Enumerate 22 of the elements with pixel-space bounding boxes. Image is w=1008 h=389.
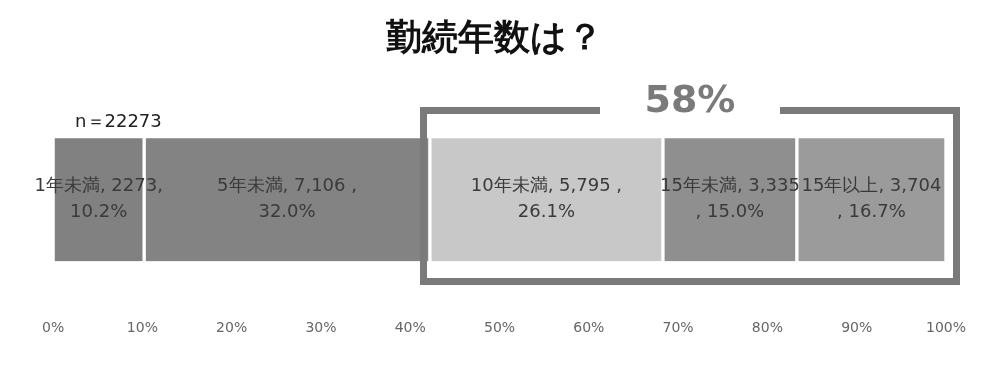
x-tick-label: 100%: [925, 319, 966, 336]
x-tick-label: 70%: [662, 319, 694, 336]
text: , 15.0%: [695, 200, 765, 222]
x-tick-label: 20%: [216, 319, 248, 336]
text: 10.2%: [70, 200, 128, 222]
x-tick-label: 30%: [305, 319, 337, 336]
text: , 16.7%: [837, 200, 906, 222]
text: 58%: [599, 76, 780, 121]
x-tick-label: 10%: [126, 319, 158, 336]
x-tick-label: 80%: [751, 319, 783, 336]
text: 10年未満, 5,795 ,: [470, 174, 623, 196]
x-tick-label: 40%: [394, 319, 426, 336]
text: 32.0%: [258, 200, 316, 222]
x-tick-label: 60%: [573, 319, 605, 336]
text: 15年以上, 3,704: [801, 174, 942, 196]
x-tick-label: 0%: [42, 319, 65, 336]
text: 26.1%: [517, 200, 576, 222]
chart-title: 勤続年数は？: [384, 16, 603, 57]
text: n＝22273: [75, 108, 162, 133]
x-tick-label: 90%: [841, 319, 873, 336]
text: 5年未満, 7,106 ,: [217, 174, 357, 196]
x-tick-label: 50%: [483, 319, 516, 336]
